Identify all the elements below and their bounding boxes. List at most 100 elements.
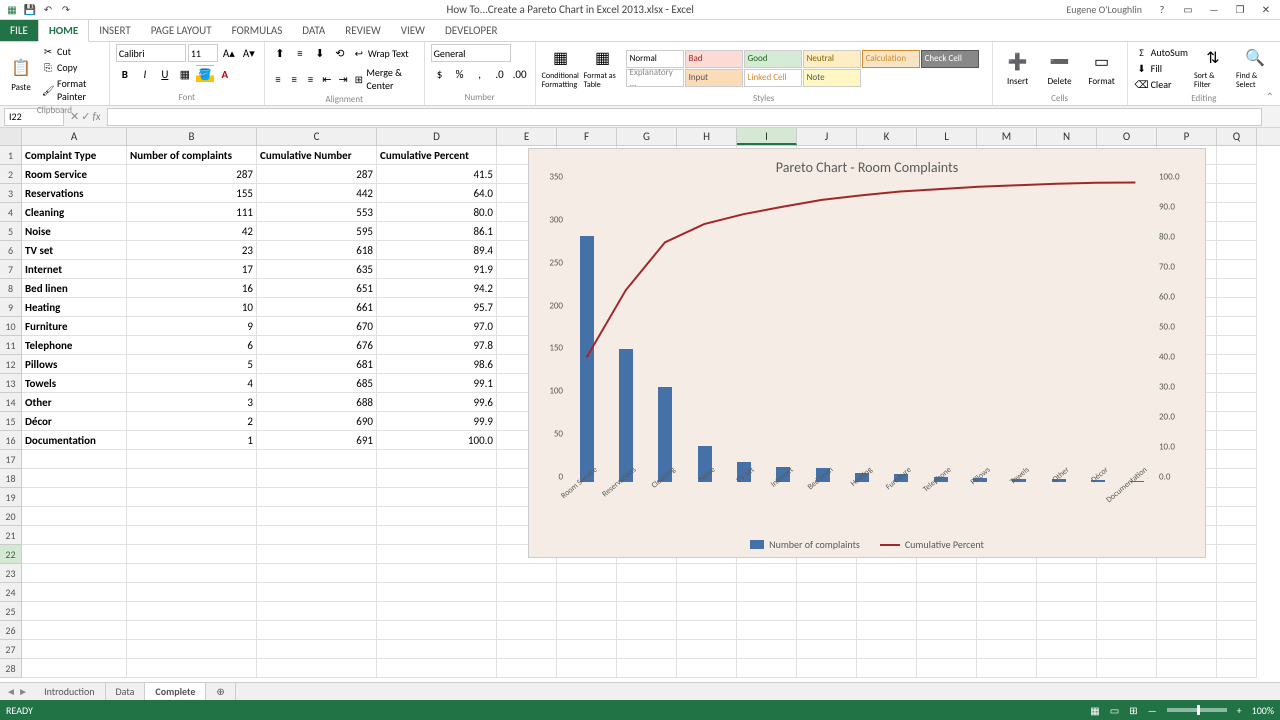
cell-C26[interactable] <box>257 621 377 640</box>
row-header-10[interactable]: 10 <box>0 317 22 336</box>
cell-A4[interactable]: Cleaning <box>22 203 127 222</box>
cell-Q16[interactable] <box>1217 431 1257 450</box>
fill-color-button[interactable]: 🪣 <box>196 65 214 83</box>
minimize-icon[interactable]: — <box>1202 2 1226 18</box>
cell-D19[interactable] <box>377 488 497 507</box>
cell-O27[interactable] <box>1097 640 1157 659</box>
cell-C6[interactable]: 618 <box>257 241 377 260</box>
cell-B7[interactable]: 17 <box>127 260 257 279</box>
cell-A9[interactable]: Heating <box>22 298 127 317</box>
number-format-select[interactable] <box>431 44 511 62</box>
cell-B19[interactable] <box>127 488 257 507</box>
cell-E24[interactable] <box>497 583 557 602</box>
cell-D11[interactable]: 97.8 <box>377 336 497 355</box>
cell-N24[interactable] <box>1037 583 1097 602</box>
cell-C28[interactable] <box>257 659 377 678</box>
cell-C15[interactable]: 690 <box>257 412 377 431</box>
cell-A25[interactable] <box>22 602 127 621</box>
col-header-G[interactable]: G <box>617 128 677 145</box>
cell-N27[interactable] <box>1037 640 1097 659</box>
copy-button[interactable]: ⎘Copy <box>40 60 103 75</box>
cell-F23[interactable] <box>557 564 617 583</box>
zoom-in-icon[interactable]: + <box>1237 704 1242 717</box>
cell-styles-gallery[interactable]: NormalBadGoodNeutralCalculationCheck Cel… <box>626 50 986 87</box>
select-all-corner[interactable] <box>0 128 22 145</box>
formula-bar[interactable] <box>107 108 1262 126</box>
cell-L24[interactable] <box>917 583 977 602</box>
cell-I23[interactable] <box>737 564 797 583</box>
undo-icon[interactable]: ↶ <box>40 2 56 18</box>
cell-B11[interactable]: 6 <box>127 336 257 355</box>
cell-L27[interactable] <box>917 640 977 659</box>
cut-button[interactable]: ✂Cut <box>40 44 103 59</box>
style-explanatory-[interactable]: Explanatory ... <box>626 69 684 87</box>
cell-D23[interactable] <box>377 564 497 583</box>
cell-A27[interactable] <box>22 640 127 659</box>
cell-D13[interactable]: 99.1 <box>377 374 497 393</box>
paste-button[interactable]: 📋Paste <box>6 50 36 98</box>
underline-button[interactable]: U <box>156 65 174 83</box>
cell-C21[interactable] <box>257 526 377 545</box>
cell-K25[interactable] <box>857 602 917 621</box>
cell-M26[interactable] <box>977 621 1037 640</box>
col-header-M[interactable]: M <box>977 128 1037 145</box>
align-center-icon[interactable]: ≡ <box>287 70 301 88</box>
cell-B27[interactable] <box>127 640 257 659</box>
cell-A6[interactable]: TV set <box>22 241 127 260</box>
cell-B18[interactable] <box>127 469 257 488</box>
cell-K23[interactable] <box>857 564 917 583</box>
cell-J28[interactable] <box>797 659 857 678</box>
row-header-22[interactable]: 22 <box>0 545 22 564</box>
row-header-5[interactable]: 5 <box>0 222 22 241</box>
style-input[interactable]: Input <box>685 69 743 87</box>
cell-G27[interactable] <box>617 640 677 659</box>
cell-B5[interactable]: 42 <box>127 222 257 241</box>
indent-dec-icon[interactable]: ⇤ <box>320 70 334 88</box>
comma-icon[interactable]: , <box>471 65 489 83</box>
cell-I24[interactable] <box>737 583 797 602</box>
cell-M24[interactable] <box>977 583 1037 602</box>
cell-Q18[interactable] <box>1217 469 1257 488</box>
cell-J24[interactable] <box>797 583 857 602</box>
cell-F25[interactable] <box>557 602 617 621</box>
cell-C16[interactable]: 691 <box>257 431 377 450</box>
view-layout-icon[interactable]: ▭ <box>1110 704 1119 717</box>
redo-icon[interactable]: ↷ <box>58 2 74 18</box>
cell-B8[interactable]: 16 <box>127 279 257 298</box>
cell-A15[interactable]: Décor <box>22 412 127 431</box>
cell-D8[interactable]: 94.2 <box>377 279 497 298</box>
cell-D17[interactable] <box>377 450 497 469</box>
insert-cells-button[interactable]: ➕Insert <box>999 44 1037 92</box>
italic-button[interactable]: I <box>136 65 154 83</box>
cell-A28[interactable] <box>22 659 127 678</box>
cell-A20[interactable] <box>22 507 127 526</box>
style-neutral[interactable]: Neutral <box>803 50 861 68</box>
row-header-23[interactable]: 23 <box>0 564 22 583</box>
sheet-tab-complete[interactable]: Complete <box>145 683 206 700</box>
cell-B3[interactable]: 155 <box>127 184 257 203</box>
delete-cells-button[interactable]: ➖Delete <box>1041 44 1079 92</box>
cell-Q14[interactable] <box>1217 393 1257 412</box>
cell-L23[interactable] <box>917 564 977 583</box>
row-header-21[interactable]: 21 <box>0 526 22 545</box>
cell-Q22[interactable] <box>1217 545 1257 564</box>
cell-B2[interactable]: 287 <box>127 165 257 184</box>
cell-O28[interactable] <box>1097 659 1157 678</box>
cell-M27[interactable] <box>977 640 1037 659</box>
font-name-select[interactable] <box>116 44 186 62</box>
cell-C17[interactable] <box>257 450 377 469</box>
cell-C27[interactable] <box>257 640 377 659</box>
cell-Q19[interactable] <box>1217 488 1257 507</box>
align-middle-icon[interactable]: ≡ <box>291 44 309 62</box>
style-check-cell[interactable]: Check Cell <box>921 50 979 68</box>
cell-N23[interactable] <box>1037 564 1097 583</box>
cell-F26[interactable] <box>557 621 617 640</box>
cell-L26[interactable] <box>917 621 977 640</box>
cell-I25[interactable] <box>737 602 797 621</box>
font-color-button[interactable]: A <box>216 65 234 83</box>
zoom-slider[interactable] <box>1167 708 1227 712</box>
col-header-P[interactable]: P <box>1157 128 1217 145</box>
autosum-button[interactable]: ΣAutoSum <box>1134 45 1190 60</box>
cell-I26[interactable] <box>737 621 797 640</box>
cell-C1[interactable]: Cumulative Number <box>257 146 377 165</box>
